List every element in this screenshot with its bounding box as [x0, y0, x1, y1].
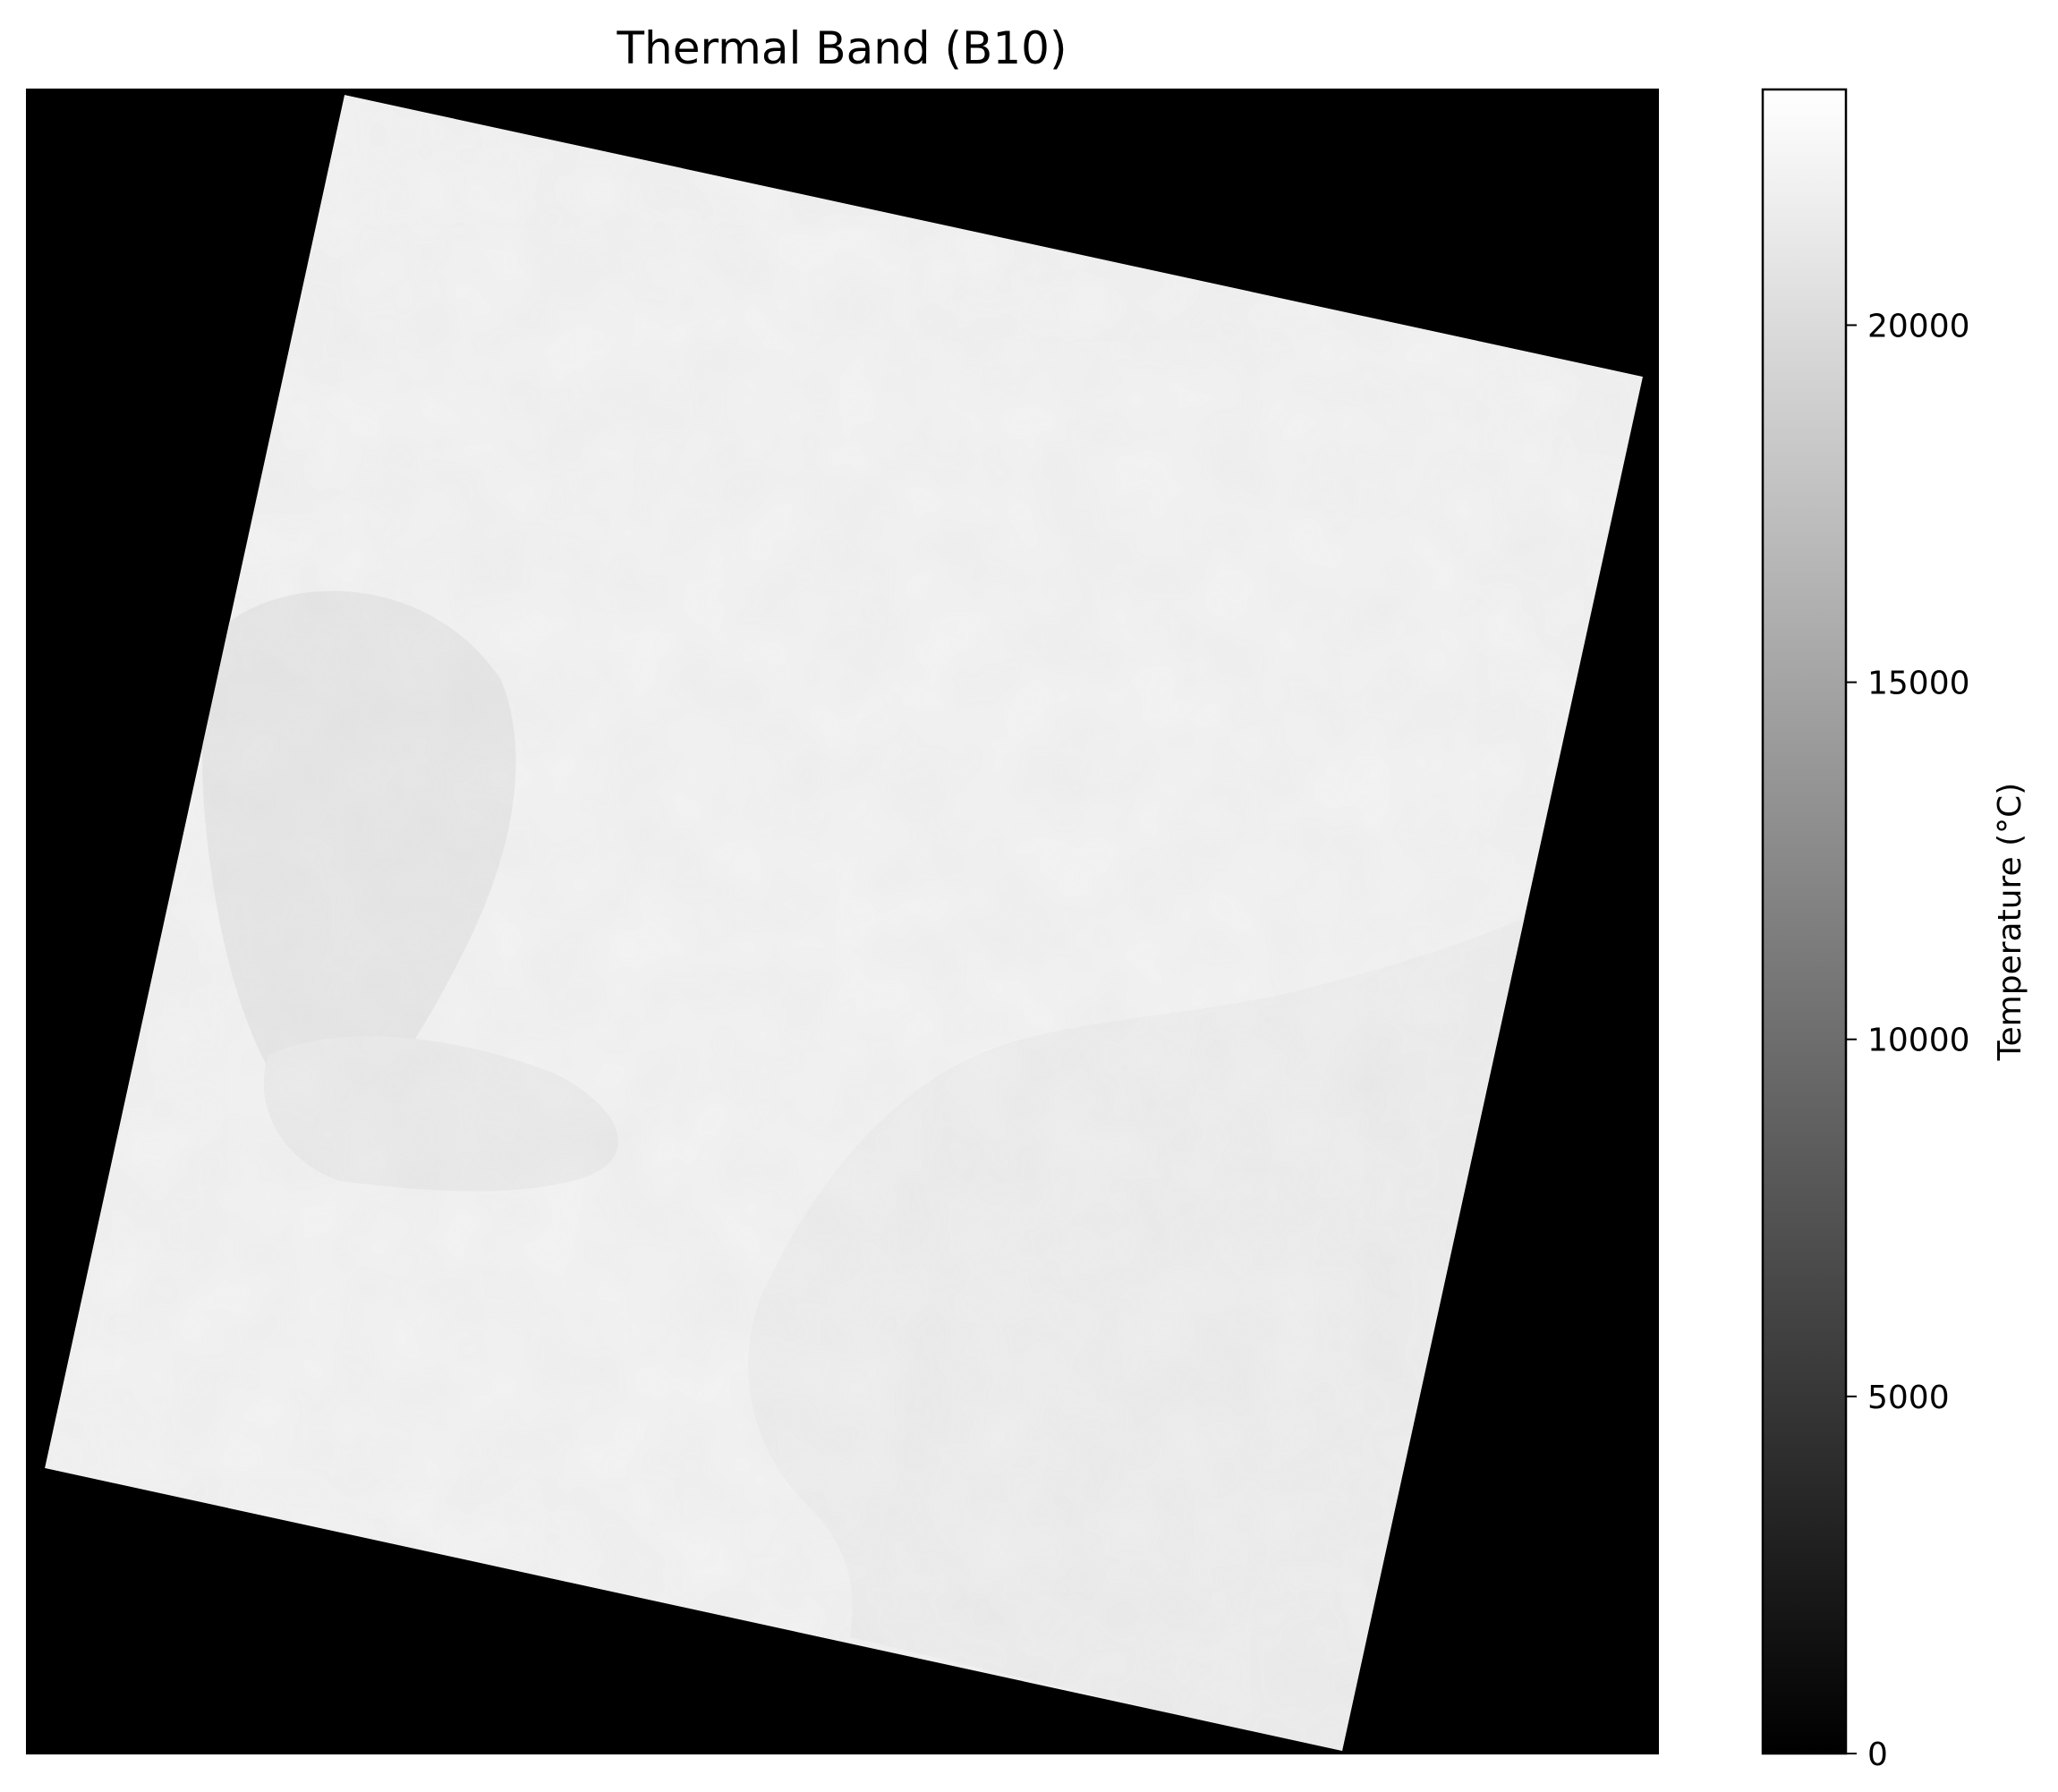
colorbar-frame: [1761, 88, 1848, 1755]
thermal-image-panel: [26, 89, 1659, 1754]
colorbar-ticks: 0 5000 10000 15000 20000: [1846, 308, 1970, 1773]
image-frame: [26, 89, 1659, 1754]
colorbar-tick-label: 0: [1867, 1737, 1888, 1773]
colorbar-tick-label: 5000: [1867, 1380, 1950, 1416]
figure-title: Thermal Band (B10): [616, 22, 1067, 74]
colorbar-tick-label: 20000: [1867, 308, 1970, 344]
colorbar-tick-label: 15000: [1867, 666, 1970, 702]
colorbar-tick-label: 10000: [1867, 1023, 1970, 1059]
surface-texture: [45, 95, 1643, 1751]
colorbar-label: Temperature (°C): [1992, 783, 2028, 1062]
colorbar: 0 5000 10000 15000 20000 Temperature (°C): [1761, 88, 2028, 1773]
colorbar-gradient: [1763, 89, 1846, 1754]
satellite-scene: [45, 95, 1643, 1751]
